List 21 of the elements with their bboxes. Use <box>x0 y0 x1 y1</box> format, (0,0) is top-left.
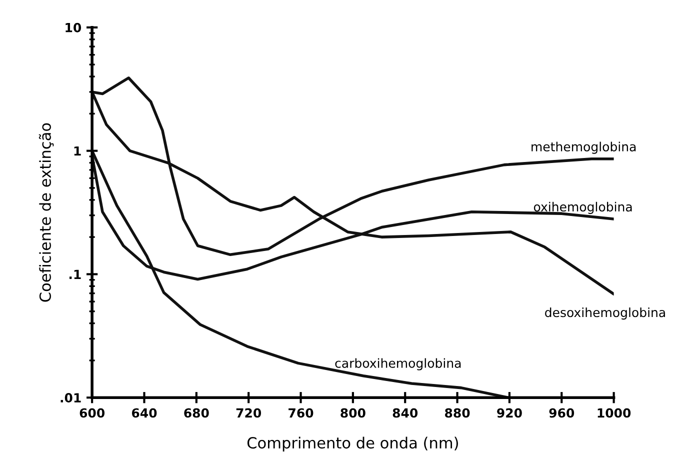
x-tick-label: 880 <box>445 408 470 418</box>
series-label: methemoglobina <box>532 142 636 154</box>
series-label: desoxihemoglobina <box>545 307 665 320</box>
series-label: carboxihemoglobina <box>335 358 461 370</box>
x-tick-label: 600 <box>80 408 105 418</box>
y-tick-label: 1 <box>74 146 81 156</box>
x-tick-label: 800 <box>340 408 366 418</box>
x-tick-label: 920 <box>497 408 522 418</box>
series-label: oxihemoglobina <box>534 202 632 214</box>
y-tick-label: 10 <box>66 22 82 32</box>
x-axis-title: Comprimento de onda (nm) <box>247 436 458 452</box>
y-axis-title: Coeficiente de extinção <box>38 123 54 302</box>
x-tick-label: 720 <box>236 408 262 418</box>
y-tick-label: .01 <box>60 393 81 403</box>
x-tick-label: 680 <box>184 408 209 418</box>
y-tick-label: .1 <box>69 270 81 279</box>
x-tick-label: 760 <box>288 408 314 418</box>
x-tick-label: 640 <box>132 408 157 418</box>
x-tick-label: 1000 <box>598 408 631 418</box>
x-tick-label: 960 <box>549 408 574 418</box>
x-tick-label: 840 <box>392 408 418 418</box>
